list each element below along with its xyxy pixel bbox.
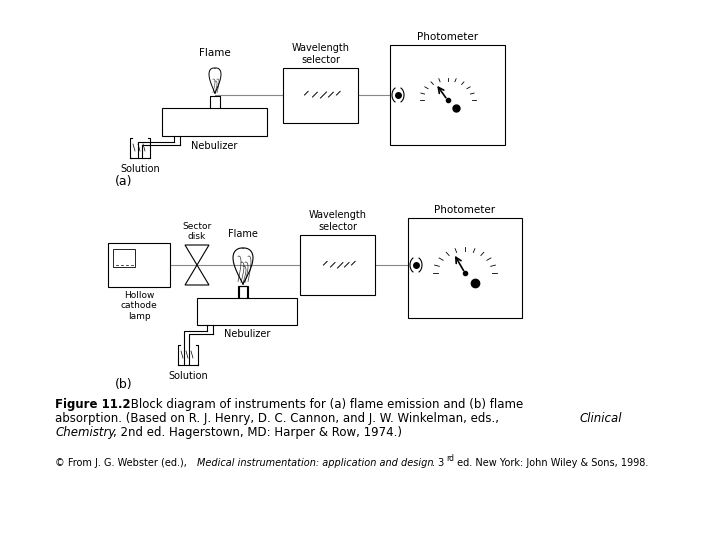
Text: Clinical: Clinical xyxy=(579,412,621,425)
Bar xyxy=(108,243,170,287)
Text: ed. New York: John Wiley & Sons, 1998.: ed. New York: John Wiley & Sons, 1998. xyxy=(454,458,649,468)
Text: Medical instrumentation: application and design: Medical instrumentation: application and… xyxy=(197,458,433,468)
Text: Nebulizer: Nebulizer xyxy=(192,141,238,151)
Text: Figure 11.2: Figure 11.2 xyxy=(55,398,130,411)
Text: Sector
disk: Sector disk xyxy=(182,221,212,241)
Polygon shape xyxy=(185,245,209,265)
Text: Flame: Flame xyxy=(199,48,231,58)
Text: © From J. G. Webster (ed.),: © From J. G. Webster (ed.), xyxy=(55,458,190,468)
Bar xyxy=(113,249,135,267)
Text: Photometer: Photometer xyxy=(434,205,495,215)
Bar xyxy=(162,108,267,136)
Bar xyxy=(238,286,248,298)
Polygon shape xyxy=(185,265,209,285)
Text: , 2nd ed. Hagerstown, MD: Harper & Row, 1974.): , 2nd ed. Hagerstown, MD: Harper & Row, … xyxy=(113,426,402,439)
Text: Solution: Solution xyxy=(120,164,160,174)
Text: Block diagram of instruments for (a) flame emission and (b) flame: Block diagram of instruments for (a) fla… xyxy=(127,398,523,411)
Text: (b): (b) xyxy=(115,378,132,391)
Text: (a): (a) xyxy=(115,175,132,188)
Bar xyxy=(408,218,522,318)
Text: Wavelength
selector: Wavelength selector xyxy=(292,43,349,65)
Text: Solution: Solution xyxy=(168,371,208,381)
Bar xyxy=(197,298,297,325)
Text: Chemistry: Chemistry xyxy=(55,426,115,439)
Text: Hollow
cathode
lamp: Hollow cathode lamp xyxy=(121,291,158,321)
Bar xyxy=(390,45,505,145)
Text: Photometer: Photometer xyxy=(417,32,478,42)
Bar xyxy=(283,68,358,123)
Text: Nebulizer: Nebulizer xyxy=(224,329,270,339)
Text: absorption. (Based on R. J. Henry, D. C. Cannon, and J. W. Winkelman, eds.,: absorption. (Based on R. J. Henry, D. C.… xyxy=(55,412,503,425)
Text: Flame: Flame xyxy=(228,229,258,239)
Bar xyxy=(300,235,375,295)
Text: rd: rd xyxy=(446,454,454,463)
Text: . 3: . 3 xyxy=(432,458,444,468)
Text: Wavelength
selector: Wavelength selector xyxy=(308,211,366,232)
